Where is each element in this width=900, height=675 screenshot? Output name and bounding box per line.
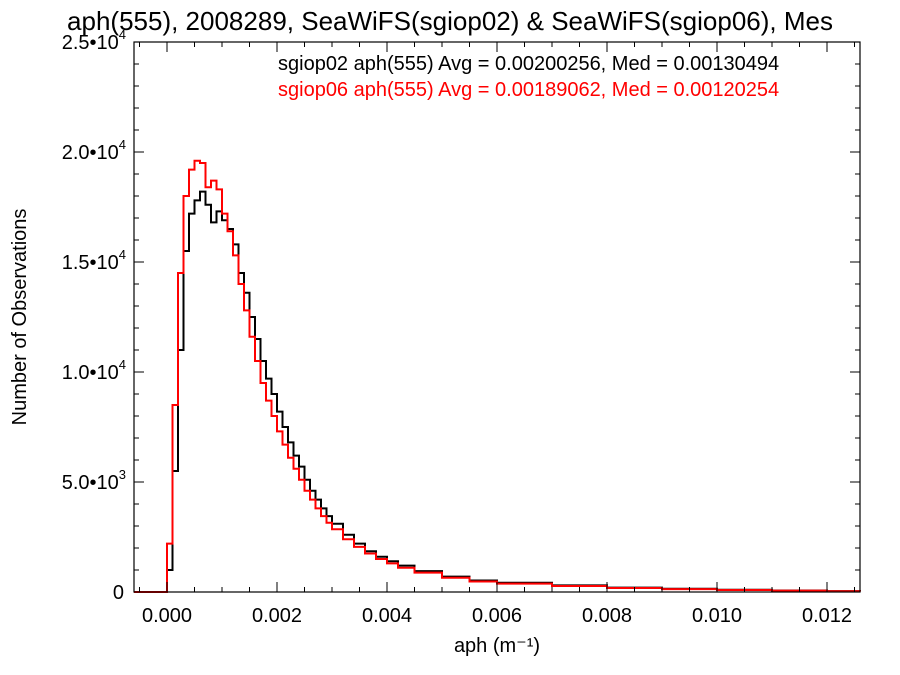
- y-tick-label: 2.5•104: [62, 27, 126, 54]
- x-tick-label: 0.006: [472, 605, 522, 627]
- x-axis: 0.000 0.002 0.004 0.006 0.008 0.010 0.012: [139, 42, 855, 627]
- y-tick-label: 1.5•104: [62, 247, 126, 274]
- annotation-2: sgiop06 aph(555) Avg = 0.00189062, Med =…: [278, 79, 779, 101]
- series-line-2: [134, 159, 861, 593]
- annotation-1: sgiop02 aph(555) Avg = 0.00200256, Med =…: [278, 53, 779, 75]
- y-tick-label: 2.0•104: [62, 137, 126, 164]
- x-axis-label: aph (m⁻¹): [454, 635, 540, 657]
- y-axis: 0 5.0•103 1.0•104 1.5•104 2.0•104 2.5•104: [62, 27, 860, 604]
- x-tick-label: 0.000: [142, 605, 192, 627]
- x-tick-label: 0.004: [362, 605, 412, 627]
- y-tick-label: 5.0•103: [62, 467, 126, 494]
- y-tick-label: 0: [113, 582, 124, 604]
- y-axis-label: Number of Observations: [9, 209, 31, 426]
- x-tick-label: 0.012: [802, 605, 852, 627]
- x-tick-label: 0.008: [582, 605, 632, 627]
- chart-title: aph(555), 2008289, SeaWiFS(sgiop02) & Se…: [67, 6, 833, 36]
- stats-annotations: sgiop02 aph(555) Avg = 0.00200256, Med =…: [278, 53, 779, 101]
- x-tick-label: 0.002: [252, 605, 302, 627]
- x-tick-label: 0.010: [692, 605, 742, 627]
- y-tick-label: 1.0•104: [62, 357, 126, 384]
- series-line-1: [134, 190, 861, 593]
- plot-frame: [133, 41, 861, 593]
- plot-area: [134, 159, 861, 593]
